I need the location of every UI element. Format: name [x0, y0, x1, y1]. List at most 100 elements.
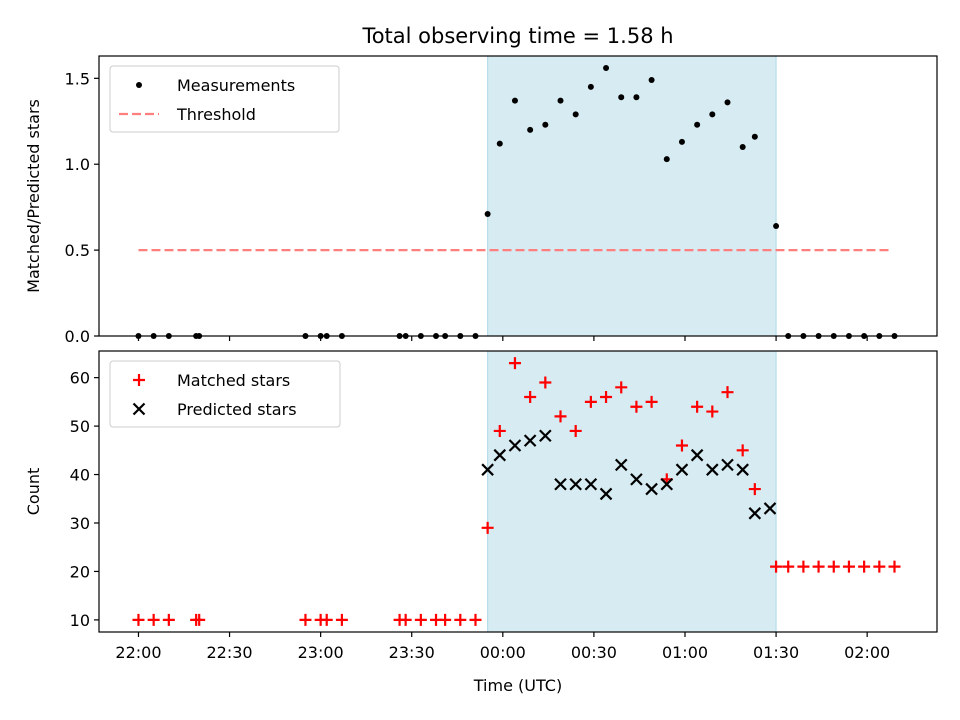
measurement-point — [678, 138, 685, 145]
matched-stars-point — [162, 613, 175, 626]
matched-stars-point — [782, 560, 795, 573]
predicted-stars-point — [569, 477, 582, 491]
predicted-stars-point — [539, 429, 552, 443]
predicted-stars-point — [748, 507, 762, 520]
predicted-stars-point — [630, 473, 643, 486]
y-axis-label: Matched/Predicted stars — [24, 99, 43, 293]
matched-stars-point — [147, 613, 160, 626]
predicted-stars-point — [481, 463, 494, 476]
x-tick-label: 01:30 — [753, 643, 799, 662]
legend-box — [109, 360, 341, 428]
legend-measurements-swatch — [136, 82, 142, 88]
series-measurements — [135, 65, 898, 339]
predicted-stars-point — [523, 434, 537, 447]
matched-stars-point — [299, 613, 312, 626]
legend-entry-label: Predicted stars — [177, 400, 297, 419]
matched-stars-point — [193, 613, 206, 626]
y-axis-label: Count — [24, 468, 43, 516]
matched-stars-point — [827, 560, 840, 573]
matched-stars-point — [842, 560, 855, 573]
predicted-stars-point — [599, 487, 613, 501]
legend-entry-label: Matched stars — [177, 371, 290, 390]
measurement-point — [751, 133, 758, 140]
predicted-stars-point — [763, 502, 777, 515]
measurement-point — [557, 97, 564, 104]
legend-matched-swatch — [133, 374, 145, 386]
observing-window-region — [487, 56, 777, 336]
measurement-point — [694, 121, 701, 128]
matched-stars-point — [615, 381, 628, 394]
matched-stars-point — [691, 400, 704, 413]
matched-stars-point — [858, 560, 871, 573]
y-tick-label: 10 — [70, 611, 90, 630]
measurement-point — [511, 97, 518, 104]
matched-stars-point — [812, 560, 825, 573]
matched-stars-point — [748, 483, 761, 496]
matched-stars-point — [706, 405, 719, 418]
matched-stars-point — [645, 395, 658, 408]
legend-entry-label: Threshold — [176, 105, 256, 124]
measurement-point — [724, 99, 731, 106]
matched-stars-point — [630, 400, 643, 413]
matched-stars-point — [335, 613, 348, 626]
x-tick-label: 23:00 — [298, 643, 344, 662]
measurement-point — [633, 94, 640, 101]
matched-stars-point — [132, 613, 145, 626]
measurement-point — [648, 77, 655, 84]
top-panel: 0.0 0.5 1.0 1.5 Matched/Predicted stars Measu… — [24, 55, 938, 346]
measurement-point — [773, 223, 780, 230]
x-tick-label: 22:30 — [207, 643, 253, 662]
measurement-point — [484, 211, 491, 218]
matched-stars-point — [554, 410, 567, 423]
matched-stars-point — [721, 386, 734, 399]
matched-stars-point — [873, 560, 886, 573]
matched-stars-point — [320, 613, 333, 626]
matched-stars-point — [539, 376, 552, 389]
x-tick-label: 02:00 — [844, 643, 890, 662]
y-tick-label: 60 — [70, 369, 90, 388]
matched-stars-point — [454, 613, 467, 626]
matched-stars-point — [524, 391, 537, 404]
x-axis-label: Time (UTC) — [473, 676, 562, 695]
x-tick-label: 00:00 — [480, 643, 526, 662]
predicted-stars-point — [675, 463, 689, 476]
series-predicted-stars — [481, 429, 777, 520]
predicted-stars-point — [554, 477, 567, 491]
x-tick-label: 22:00 — [115, 643, 161, 662]
legend: Matched stars Predicted stars — [109, 360, 341, 428]
bottom-panel: 10 20 30 40 50 60 22:00 22:30 23:00 23:30 00:00 00:… — [24, 350, 938, 695]
measurement-point — [663, 156, 670, 163]
y-tick-label: 1.0 — [65, 155, 90, 174]
legend-predicted-swatch — [132, 402, 146, 416]
measurement-point — [527, 126, 534, 133]
predicted-stars-point — [645, 482, 658, 496]
measurement-point — [587, 83, 594, 90]
y-tick-label: 0.5 — [65, 241, 90, 260]
legend-entry-label: Measurements — [177, 76, 295, 95]
legend: Measurements Threshold — [109, 65, 340, 133]
matched-stars-point — [797, 560, 810, 573]
matched-stars-point — [508, 357, 521, 370]
measurement-point — [603, 65, 610, 72]
measurement-point — [739, 144, 746, 151]
matched-stars-point — [414, 613, 427, 626]
matched-stars-point — [736, 444, 749, 457]
figure-title: Total observing time = 1.58 h — [361, 24, 673, 48]
x-tick-label: 01:00 — [662, 643, 708, 662]
y-tick-label: 40 — [70, 466, 90, 485]
predicted-stars-point — [721, 458, 734, 472]
predicted-stars-point — [614, 458, 628, 472]
y-tick-label: 20 — [70, 562, 90, 581]
y-tick-label: 50 — [70, 417, 90, 436]
y-tick-label: 0.0 — [65, 327, 90, 346]
matched-stars-point — [469, 613, 482, 626]
predicted-stars-point — [660, 477, 674, 491]
x-tick-label: 00:30 — [571, 643, 617, 662]
axes-frame — [98, 55, 938, 337]
matched-stars-point — [493, 424, 506, 437]
matched-stars-point — [675, 439, 688, 452]
predicted-stars-point — [736, 463, 749, 476]
measurement-point — [496, 140, 503, 147]
predicted-stars-point — [690, 448, 704, 462]
